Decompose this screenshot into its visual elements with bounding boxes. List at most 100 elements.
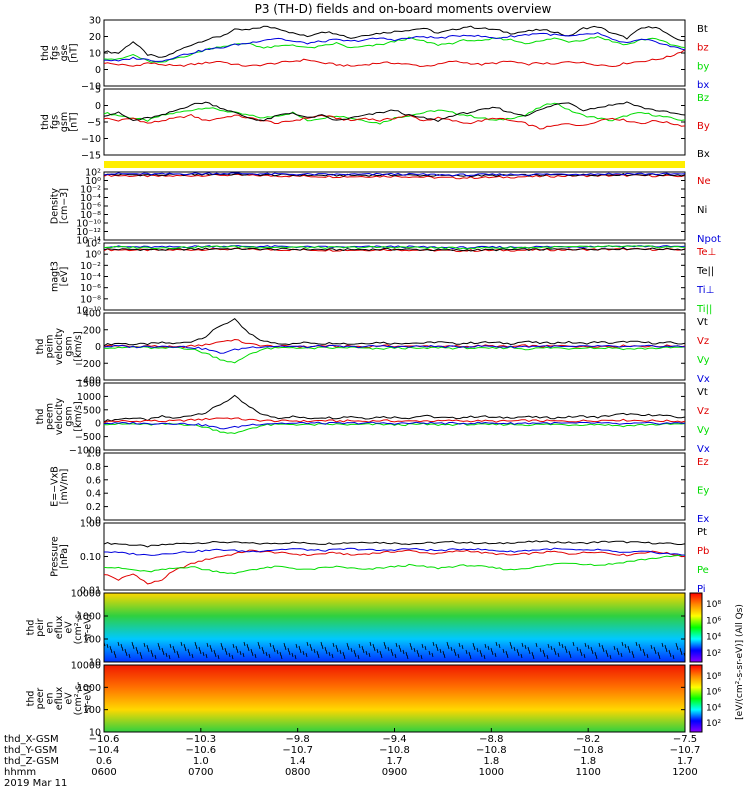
y-tick-label: −10 — [81, 134, 101, 145]
spectrogram-speckle — [542, 649, 545, 655]
spectrogram-speckle — [428, 650, 431, 656]
y-tick-label: 0 — [95, 101, 101, 112]
spectrogram-speckle — [246, 643, 249, 649]
spectrogram-speckle — [642, 648, 645, 654]
x-row-value: −10.8 — [476, 745, 507, 756]
spectrogram-speckle — [309, 643, 312, 649]
spectrogram-speckle — [657, 651, 660, 657]
legend-by: by — [697, 61, 709, 72]
y-tick-label: 10000 — [71, 589, 101, 600]
spectrogram-speckle — [487, 645, 490, 651]
spectrogram-speckle — [520, 653, 523, 659]
legend-Bt: Bt — [697, 24, 708, 35]
spectrogram-speckle — [143, 642, 146, 648]
y-axis-label: [cm−3] — [59, 188, 70, 224]
colorbar-tick-label: 10⁴ — [706, 703, 721, 713]
spectrogram-speckle — [206, 642, 209, 648]
spectrogram-speckle — [324, 646, 327, 652]
spectrogram-speckle — [490, 647, 493, 653]
legend-Pi: Pi — [697, 584, 706, 595]
x-row-value: 0600 — [91, 767, 116, 778]
spectrogram-speckle — [369, 641, 372, 647]
spectrogram-speckle — [276, 649, 279, 655]
legend-Te||: Te|| — [696, 266, 714, 277]
legend-Pb: Pb — [697, 546, 709, 557]
spectrogram-speckle — [265, 651, 268, 657]
spectrogram-speckle — [187, 648, 190, 654]
y-tick-label: −5 — [87, 118, 101, 129]
series-Vx — [103, 344, 686, 354]
spectrogram-speckle — [320, 641, 323, 647]
spectrogram-speckle — [601, 644, 604, 650]
spectrogram-speckle — [379, 650, 382, 656]
series-Ti|| — [103, 245, 686, 250]
spectrogram-speckle — [350, 647, 353, 653]
y-axis-label: [km/s] — [73, 401, 84, 431]
spectrogram-speckle — [431, 652, 434, 658]
series-Vx — [103, 421, 686, 430]
y-axis-label: sr-eV) — [83, 614, 94, 642]
y-axis-label: en — [45, 622, 56, 634]
spectrogram-speckle — [135, 646, 138, 652]
series-Vz — [103, 417, 686, 423]
spectrogram-speckle — [638, 643, 641, 649]
y-axis-label: gse — [59, 44, 70, 61]
spectrogram-speckle — [198, 646, 201, 652]
spectrogram-speckle — [342, 651, 345, 657]
y-axis-label: [nT] — [68, 112, 79, 131]
spectrogram-speckle — [461, 644, 464, 650]
y-axis-label: Pressure — [49, 536, 60, 577]
y-tick-label: 10⁰ — [85, 176, 101, 187]
spectrogram-speckle — [398, 644, 401, 650]
panel-frame — [103, 382, 686, 451]
y-tick-label: −10 — [81, 82, 101, 93]
y-axis-label: fgs — [49, 115, 60, 129]
legend-bz: bz — [697, 43, 709, 54]
y-tick-label: 0.0 — [86, 516, 101, 527]
series-Pb — [103, 549, 686, 585]
spectrogram-speckle — [268, 653, 271, 659]
spectrogram-speckle — [106, 643, 109, 649]
legend-Pe: Pe — [697, 565, 709, 576]
spectrogram-speckle — [161, 647, 164, 653]
spectrogram-speckle — [479, 649, 482, 655]
spectrogram-speckle — [527, 646, 530, 652]
spectrogram-speckle — [594, 651, 597, 657]
spectrogram-speckle — [450, 646, 453, 652]
colorbar — [689, 592, 703, 663]
spectrogram-speckle — [146, 644, 149, 650]
y-axis-label: [km/s] — [73, 331, 84, 361]
y-tick-label: 1000 — [77, 392, 101, 403]
y-tick-label: 1.0 — [86, 449, 101, 460]
x-row-value: −10.7 — [670, 745, 701, 756]
y-axis-label: (cm²-s- — [73, 682, 84, 716]
x-row-value: −10.8 — [379, 745, 410, 756]
spectrogram-speckle — [675, 642, 678, 648]
spectrogram-speckle — [358, 643, 361, 649]
y-tick-label: 0.2 — [86, 502, 101, 513]
spectrogram-speckle — [154, 654, 157, 660]
series-Vz — [103, 338, 686, 349]
spectrogram-speckle — [368, 652, 371, 658]
spectrogram-speckle — [495, 641, 498, 647]
y-tick-label: 0.10 — [80, 552, 101, 563]
spectrogram-speckle — [213, 649, 216, 655]
spectrogram-speckle — [609, 654, 612, 660]
spectrogram-speckle — [476, 647, 479, 653]
y-axis-label: peim — [45, 335, 56, 359]
spectrogram-speckle — [172, 645, 175, 651]
spectrogram-speckle — [316, 650, 319, 656]
spectrogram-speckle — [605, 649, 608, 655]
legend-Vy: Vy — [697, 425, 710, 436]
panel-frame — [103, 592, 686, 663]
spectrogram-speckle — [217, 654, 220, 660]
y-tick-label: 100 — [83, 635, 101, 646]
spectrogram-speckle — [550, 645, 553, 651]
spectrogram-speckle — [531, 651, 534, 657]
spectrogram-speckle — [509, 641, 512, 647]
y-axis-label: gsm — [64, 336, 75, 356]
y-axis-label: peir — [35, 618, 46, 637]
spectrogram-speckle — [339, 649, 342, 655]
y-tick-label: 1000 — [77, 683, 101, 694]
